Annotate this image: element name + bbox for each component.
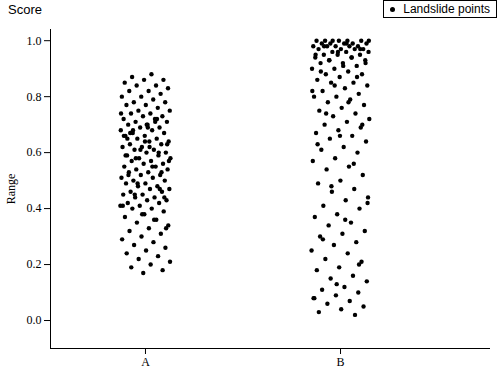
svg-text:1.0: 1.0 [27, 34, 42, 48]
svg-text:B: B [337, 355, 345, 369]
html-text:Score: Score [8, 2, 42, 17]
svg-text:0.8: 0.8 [27, 89, 42, 103]
svg-text:A: A [141, 355, 150, 369]
html-text:Landslide points: Landslide points [403, 2, 490, 16]
svg-text:Range: Range [4, 174, 18, 205]
svg-text:0.0: 0.0 [27, 313, 42, 327]
svg-text:0.6: 0.6 [27, 145, 42, 159]
svg-text:0.2: 0.2 [27, 257, 42, 271]
svg-text:0.4: 0.4 [27, 201, 42, 215]
